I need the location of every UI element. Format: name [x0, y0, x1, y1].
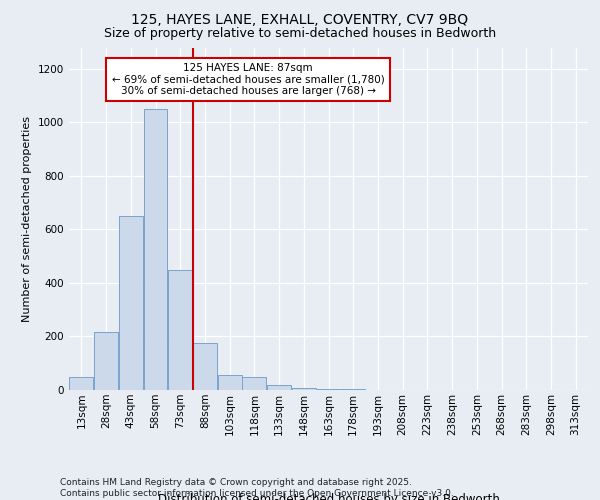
Text: 125 HAYES LANE: 87sqm
← 69% of semi-detached houses are smaller (1,780)
30% of s: 125 HAYES LANE: 87sqm ← 69% of semi-deta…	[112, 63, 385, 96]
Text: 125, HAYES LANE, EXHALL, COVENTRY, CV7 9BQ: 125, HAYES LANE, EXHALL, COVENTRY, CV7 9…	[131, 12, 469, 26]
X-axis label: Distribution of semi-detached houses by size in Bedworth: Distribution of semi-detached houses by …	[158, 493, 499, 500]
Bar	[70, 376, 94, 390]
Text: Contains HM Land Registry data © Crown copyright and database right 2025.
Contai: Contains HM Land Registry data © Crown c…	[60, 478, 454, 498]
Bar	[267, 384, 291, 390]
Bar	[317, 389, 340, 390]
Bar	[242, 376, 266, 390]
Y-axis label: Number of semi-detached properties: Number of semi-detached properties	[22, 116, 32, 322]
Bar	[218, 376, 242, 390]
Bar	[168, 270, 192, 390]
Bar	[193, 343, 217, 390]
Bar	[292, 388, 316, 390]
Text: Size of property relative to semi-detached houses in Bedworth: Size of property relative to semi-detach…	[104, 28, 496, 40]
Bar	[119, 216, 143, 390]
Bar	[94, 332, 118, 390]
Bar	[143, 109, 167, 390]
